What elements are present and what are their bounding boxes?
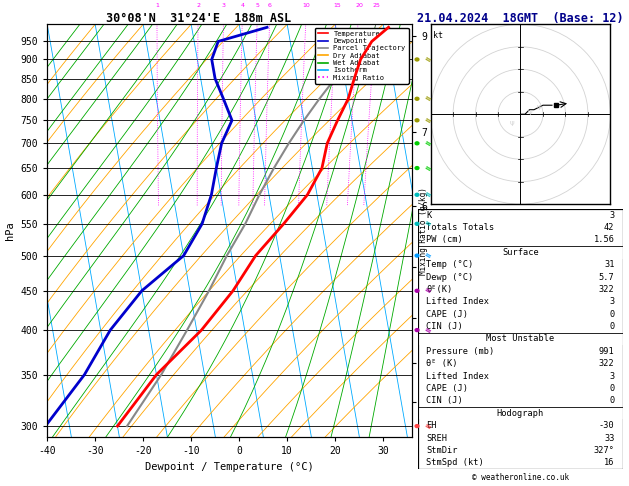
Text: ≡: ≡: [421, 54, 432, 65]
Bar: [418, 407, 623, 419]
Text: 0: 0: [610, 310, 615, 319]
Text: 0: 0: [610, 322, 615, 331]
Text: 3: 3: [610, 210, 615, 220]
Text: Mixing Ratio (g/kg): Mixing Ratio (g/kg): [419, 187, 428, 275]
Text: Dewp (°C): Dewp (°C): [426, 273, 474, 281]
Text: ≡: ≡: [421, 138, 432, 149]
Text: 3: 3: [221, 3, 226, 8]
Text: 42: 42: [604, 223, 615, 232]
Text: 0: 0: [610, 397, 615, 405]
Text: 2: 2: [196, 3, 200, 8]
Text: K: K: [426, 210, 431, 220]
Text: ≡: ≡: [421, 325, 432, 336]
Text: Lifted Index: Lifted Index: [426, 372, 489, 381]
Y-axis label: km
ASL: km ASL: [436, 231, 451, 250]
Text: PW (cm): PW (cm): [426, 235, 463, 244]
Text: © weatheronline.co.uk: © weatheronline.co.uk: [472, 473, 569, 482]
Text: StmSpd (kt): StmSpd (kt): [426, 458, 484, 468]
Text: ≡: ≡: [421, 420, 432, 432]
Text: Temp (°C): Temp (°C): [426, 260, 474, 269]
Text: ≡: ≡: [421, 162, 432, 174]
Text: ≡: ≡: [421, 93, 432, 104]
Text: 0: 0: [610, 384, 615, 393]
Text: 5.7: 5.7: [599, 273, 615, 281]
Text: kt: kt: [433, 31, 443, 40]
Text: -30: -30: [599, 421, 615, 430]
Text: 5: 5: [255, 3, 260, 8]
Text: SREH: SREH: [426, 434, 447, 443]
Text: 30°08'N  31°24'E  188m ASL: 30°08'N 31°24'E 188m ASL: [106, 12, 291, 25]
Text: 327°: 327°: [594, 446, 615, 455]
Text: 21.04.2024  18GMT  (Base: 12): 21.04.2024 18GMT (Base: 12): [417, 12, 624, 25]
Text: Most Unstable: Most Unstable: [486, 334, 555, 344]
Y-axis label: hPa: hPa: [5, 222, 15, 240]
Text: θᴱ (K): θᴱ (K): [426, 359, 458, 368]
Text: Lifted Index: Lifted Index: [426, 297, 489, 306]
Text: θᴱ(K): θᴱ(K): [426, 285, 453, 294]
Text: CIN (J): CIN (J): [426, 322, 463, 331]
Text: Totals Totals: Totals Totals: [426, 223, 495, 232]
Text: Surface: Surface: [502, 248, 539, 257]
Text: 15: 15: [333, 3, 340, 8]
Text: ψ: ψ: [527, 109, 532, 115]
Text: CAPE (J): CAPE (J): [426, 384, 469, 393]
Text: 31: 31: [604, 260, 615, 269]
Text: 322: 322: [599, 359, 615, 368]
Text: 3: 3: [610, 297, 615, 306]
Text: ≡: ≡: [421, 218, 432, 229]
Text: 1: 1: [155, 3, 159, 8]
Text: ≡: ≡: [421, 189, 432, 200]
Text: 4: 4: [240, 3, 245, 8]
Text: ≡: ≡: [421, 250, 432, 261]
Text: 16: 16: [604, 458, 615, 468]
Text: 1.56: 1.56: [594, 235, 615, 244]
Text: CIN (J): CIN (J): [426, 397, 463, 405]
Text: 20: 20: [355, 3, 363, 8]
Text: Hodograph: Hodograph: [497, 409, 544, 418]
X-axis label: Dewpoint / Temperature (°C): Dewpoint / Temperature (°C): [145, 462, 314, 472]
Bar: [418, 333, 623, 345]
Text: StmDir: StmDir: [426, 446, 458, 455]
Text: 33: 33: [604, 434, 615, 443]
Text: CAPE (J): CAPE (J): [426, 310, 469, 319]
Text: ≡: ≡: [421, 285, 432, 296]
Text: 10: 10: [303, 3, 310, 8]
Text: ψ: ψ: [509, 120, 514, 126]
Text: Pressure (mb): Pressure (mb): [426, 347, 495, 356]
Text: 322: 322: [599, 285, 615, 294]
Text: 6: 6: [268, 3, 272, 8]
Text: 25: 25: [372, 3, 381, 8]
Text: ψ: ψ: [536, 104, 541, 110]
Text: 3: 3: [610, 372, 615, 381]
Legend: Temperature, Dewpoint, Parcel Trajectory, Dry Adiabat, Wet Adiabat, Isotherm, Mi: Temperature, Dewpoint, Parcel Trajectory…: [314, 28, 408, 84]
Text: 991: 991: [599, 347, 615, 356]
Text: ≡: ≡: [421, 115, 432, 126]
Bar: [418, 246, 623, 259]
Text: EH: EH: [426, 421, 437, 430]
